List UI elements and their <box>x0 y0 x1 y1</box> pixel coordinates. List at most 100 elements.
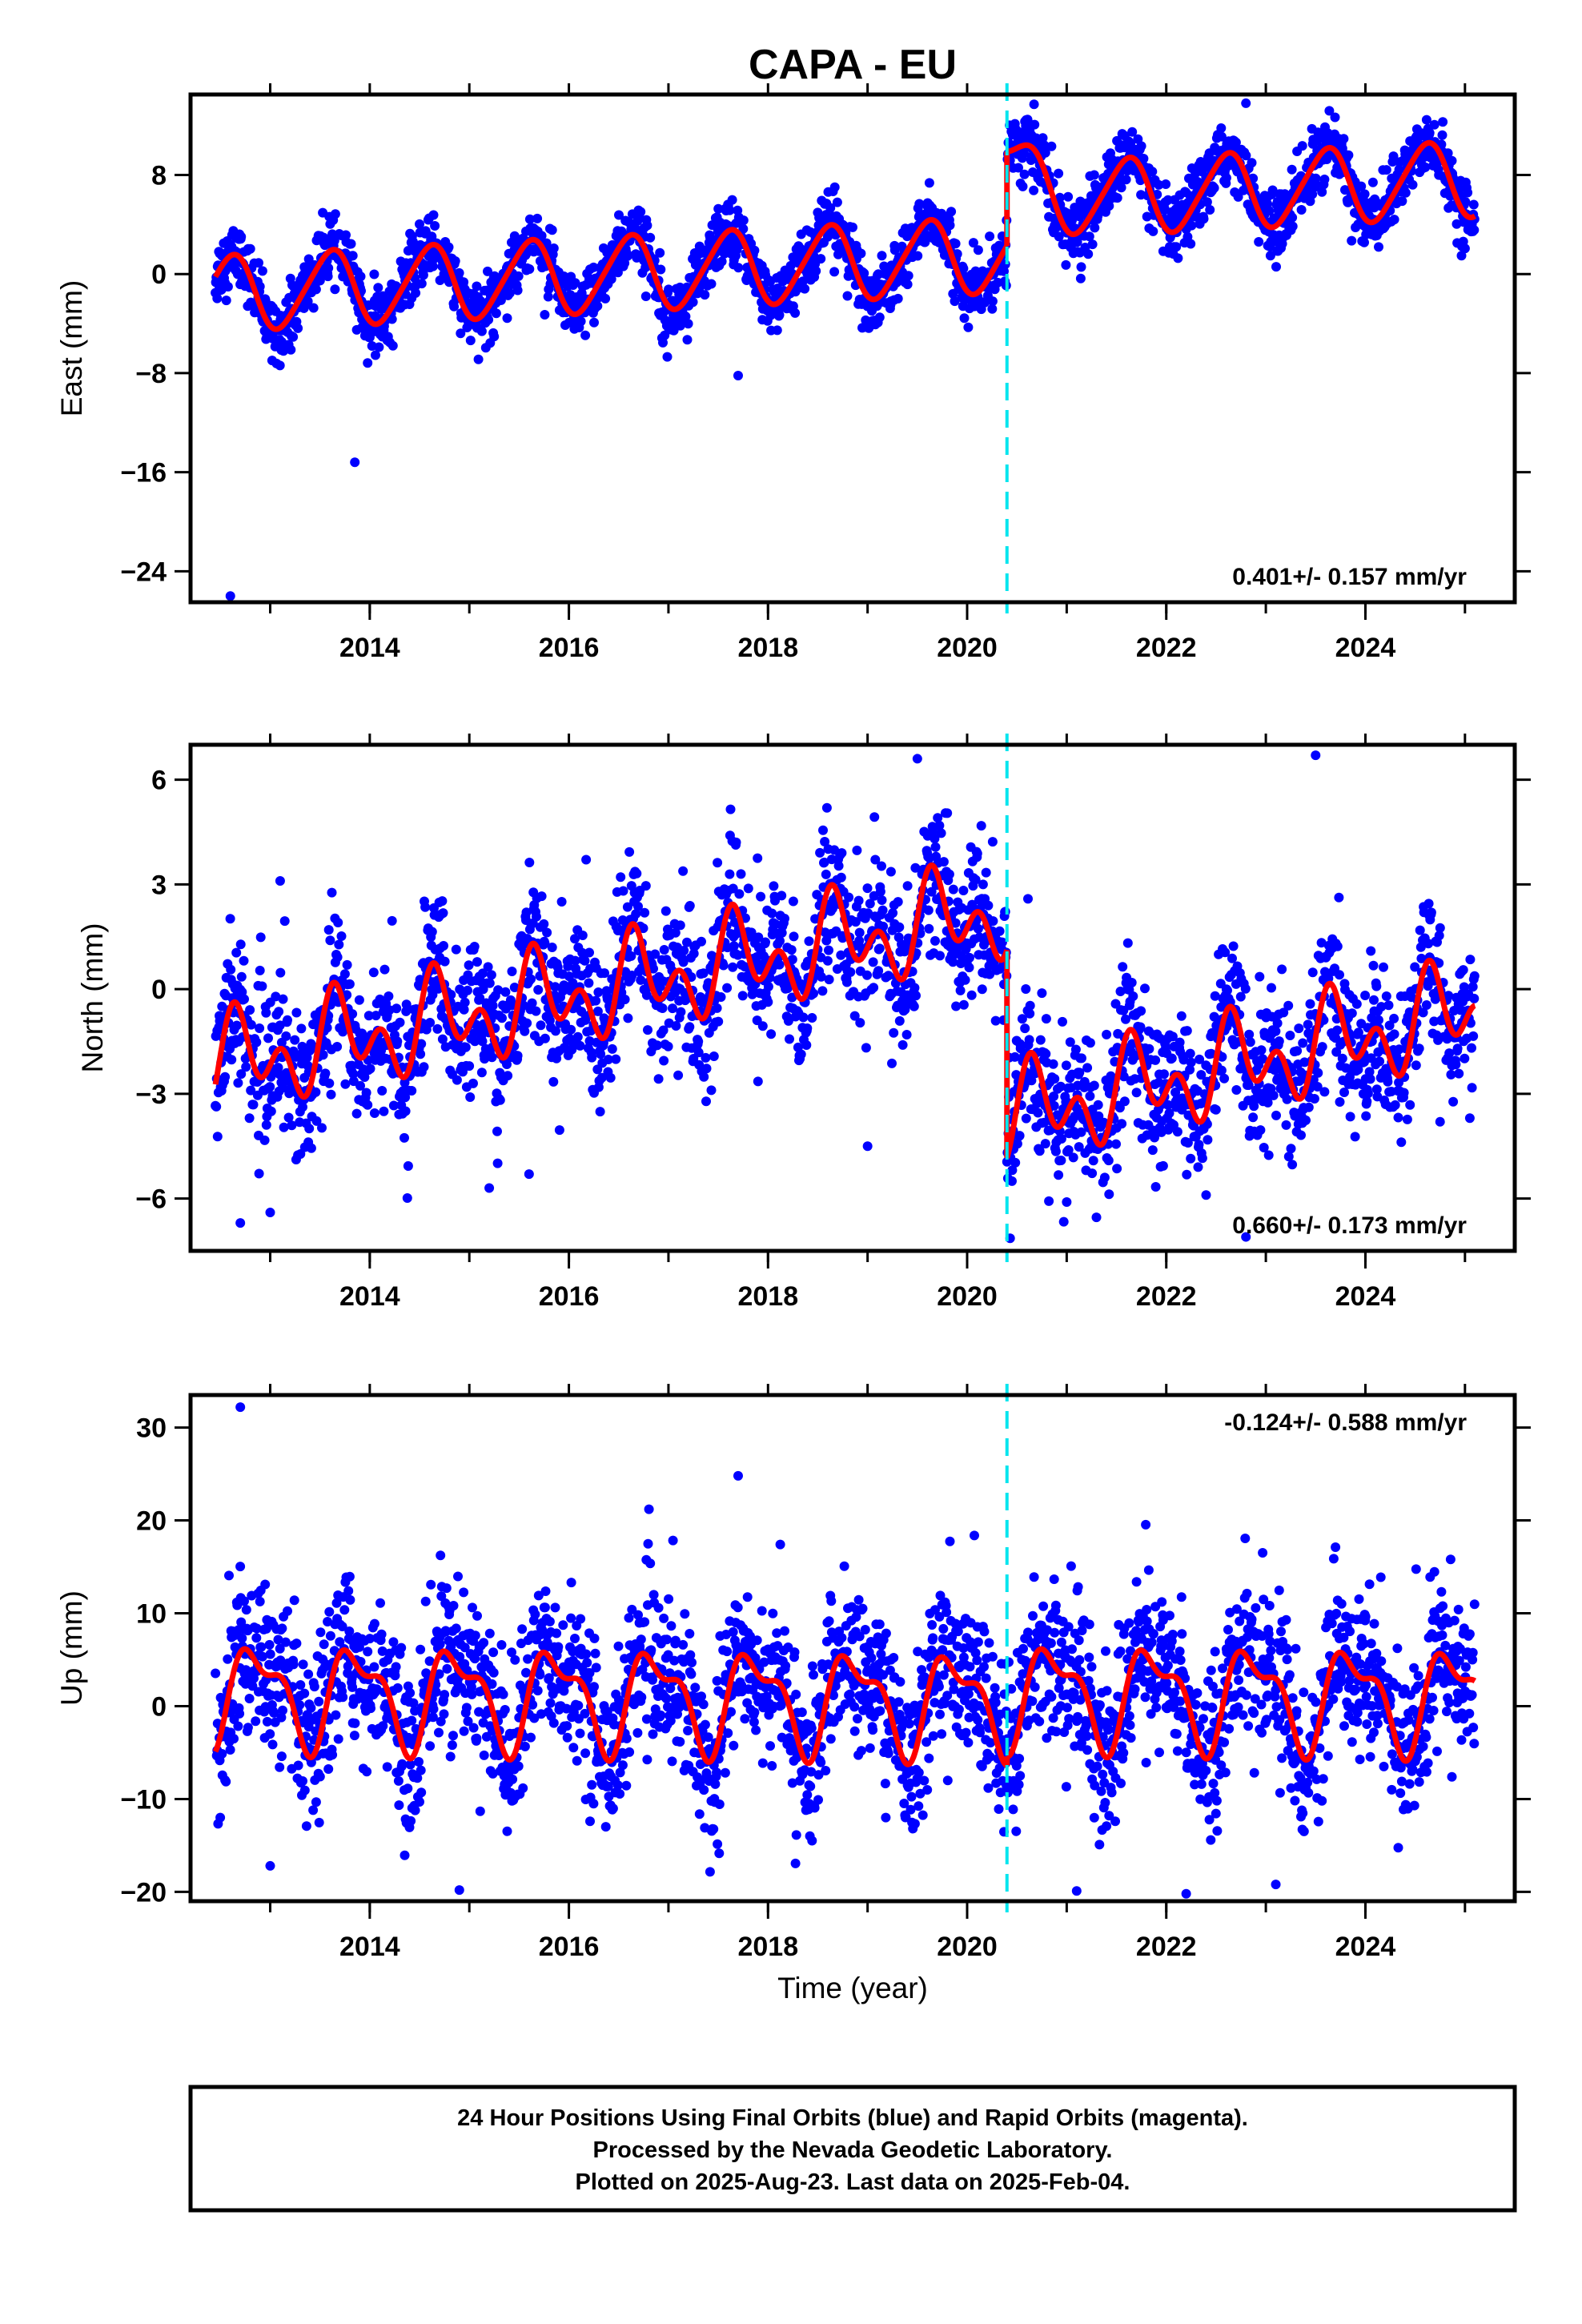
data-point <box>354 995 364 1005</box>
data-point <box>1076 262 1086 272</box>
data-point <box>512 1051 523 1061</box>
data-point <box>400 1132 409 1143</box>
figure-title: CAPA - EU <box>749 42 957 88</box>
data-point <box>1429 119 1439 130</box>
data-point <box>576 316 586 327</box>
data-point <box>401 1006 412 1016</box>
data-point <box>725 205 735 215</box>
data-point <box>801 1040 812 1050</box>
data-point <box>756 891 766 902</box>
data-point <box>552 1053 562 1063</box>
data-point <box>470 1036 480 1047</box>
data-point <box>701 1052 711 1063</box>
data-point <box>1061 259 1071 270</box>
data-point <box>225 914 235 924</box>
data-point <box>570 278 580 288</box>
data-point <box>1203 1135 1213 1145</box>
data-point <box>1182 1026 1192 1036</box>
data-point <box>257 266 267 276</box>
data-point <box>970 875 981 885</box>
data-point <box>731 837 741 847</box>
data-point <box>279 1122 289 1132</box>
data-point <box>1054 231 1064 242</box>
data-point <box>226 964 236 975</box>
data-point <box>777 891 787 901</box>
data-point <box>737 991 748 1001</box>
data-point <box>323 925 334 935</box>
data-point <box>311 284 321 295</box>
data-point <box>1206 1048 1216 1059</box>
data-point <box>1287 221 1298 231</box>
data-point <box>245 1005 255 1015</box>
data-point <box>236 231 247 242</box>
data-point <box>227 1055 237 1065</box>
data-point <box>987 304 998 314</box>
data-point <box>387 915 397 926</box>
data-point <box>400 1106 411 1116</box>
y-tick-label: 0 <box>151 259 167 290</box>
data-point <box>211 1101 222 1112</box>
data-point <box>524 214 535 224</box>
data-point <box>802 1023 813 1033</box>
data-point <box>1292 1046 1303 1056</box>
data-point <box>987 296 998 307</box>
data-point <box>643 1025 652 1035</box>
data-point <box>1397 196 1407 207</box>
data-point <box>261 1120 271 1130</box>
data-point <box>387 340 398 351</box>
data-point <box>717 256 727 267</box>
data-point <box>648 963 658 974</box>
data-point <box>809 988 818 999</box>
data-point <box>1056 1134 1066 1144</box>
data-point <box>1063 1145 1074 1155</box>
data-point <box>933 813 943 823</box>
data-point <box>451 944 461 955</box>
data-point <box>317 1123 327 1133</box>
data-point <box>968 238 978 248</box>
data-point <box>1331 1047 1342 1057</box>
data-point <box>728 962 738 972</box>
data-point <box>1279 1007 1289 1018</box>
data-point <box>1131 1088 1142 1098</box>
data-point <box>1136 141 1146 151</box>
data-point <box>874 312 885 323</box>
data-point <box>1277 964 1287 975</box>
data-point <box>1368 960 1379 971</box>
data-point <box>1281 1120 1291 1130</box>
data-point <box>236 1069 247 1080</box>
data-point <box>365 1063 375 1074</box>
data-point <box>293 323 303 333</box>
data-point <box>1116 183 1126 193</box>
data-point <box>706 1085 717 1096</box>
data-point <box>981 867 991 878</box>
plot-frame <box>188 92 1517 605</box>
data-point <box>928 826 938 836</box>
data-point <box>1220 947 1231 958</box>
data-point <box>832 197 842 207</box>
data-point <box>1362 1096 1372 1107</box>
data-point <box>963 322 974 332</box>
data-point <box>888 908 898 919</box>
data-point <box>1359 189 1370 199</box>
data-point <box>1119 1096 1130 1107</box>
data-point <box>1085 1091 1095 1101</box>
data-point <box>959 313 970 324</box>
data-point <box>1084 231 1094 242</box>
data-point <box>600 968 609 979</box>
data-point <box>1216 131 1227 142</box>
data-point <box>789 931 799 942</box>
data-point <box>1021 984 1031 994</box>
data-point <box>673 1070 684 1080</box>
data-point <box>330 209 340 219</box>
data-point <box>757 959 767 970</box>
data-point <box>893 293 903 304</box>
data-point <box>1121 175 1131 185</box>
data-point <box>1000 259 1010 269</box>
data-point <box>848 222 857 232</box>
data-point <box>403 1161 413 1171</box>
data-point <box>278 994 288 1004</box>
data-point <box>236 971 247 982</box>
data-point <box>420 902 431 912</box>
data-point <box>290 1035 300 1045</box>
